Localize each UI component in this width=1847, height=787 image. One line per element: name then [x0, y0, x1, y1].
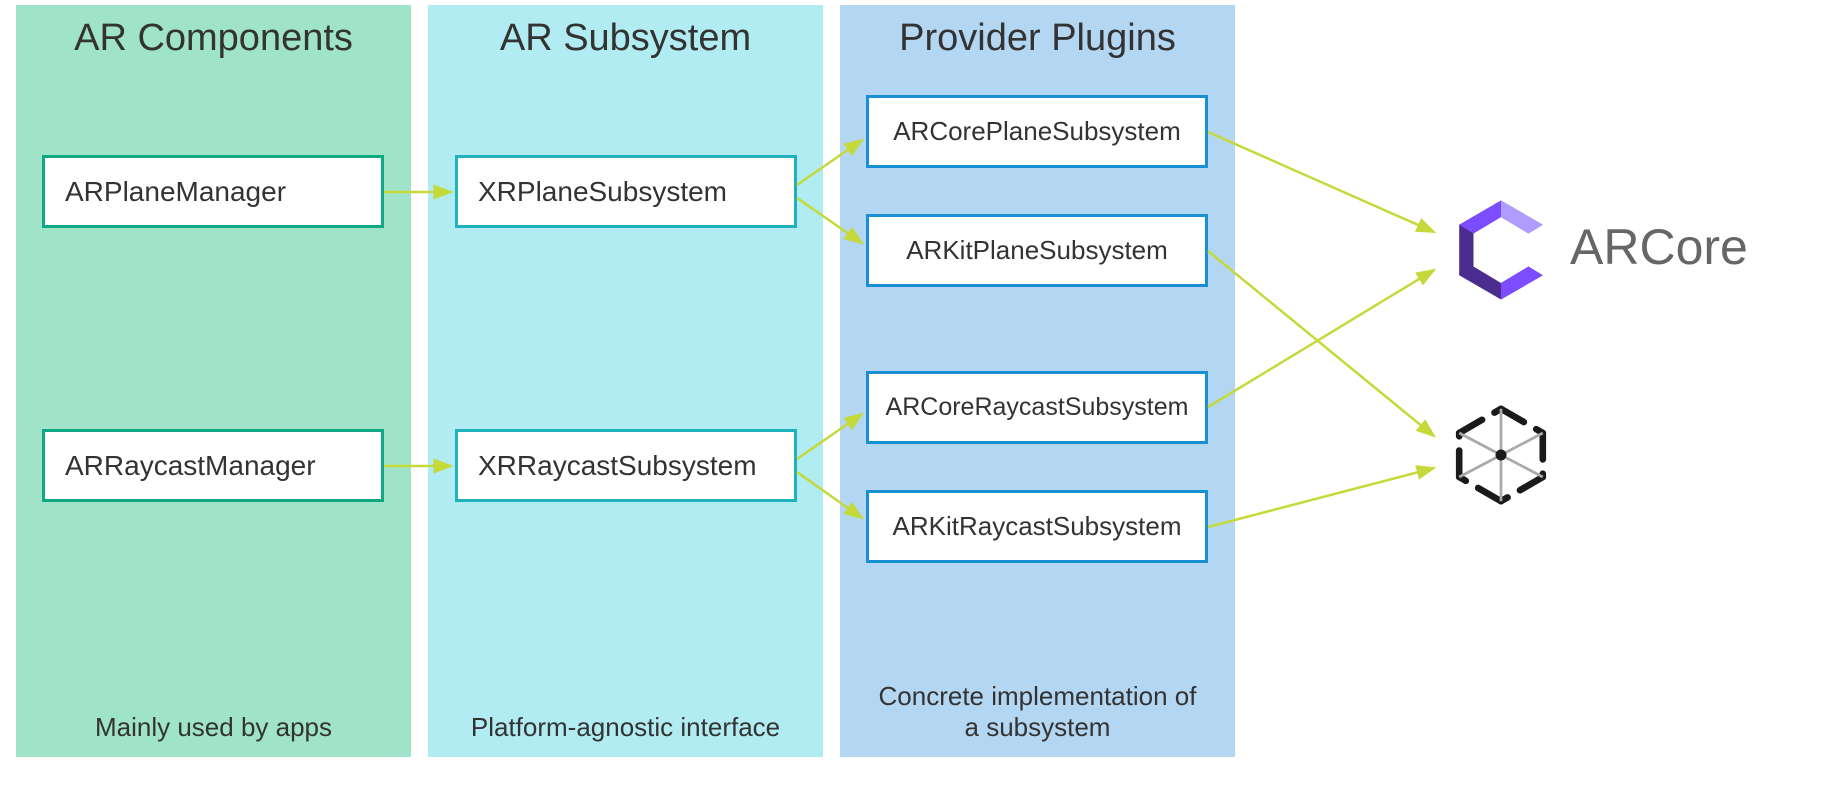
- column-title-components: AR Components: [74, 17, 353, 60]
- column-title-providers: Provider Plugins: [899, 17, 1176, 60]
- arkit-icon: [1446, 400, 1556, 510]
- arcore-icon: [1446, 195, 1556, 305]
- edge: [1208, 251, 1434, 436]
- column-caption-providers: Concrete implementation of a subsystem: [840, 681, 1235, 743]
- node-label: XRRaycastSubsystem: [478, 450, 757, 482]
- node-arcoreraycast: ARCoreRaycastSubsystem: [866, 371, 1208, 444]
- node-label: ARCoreRaycastSubsystem: [886, 393, 1189, 422]
- node-xrraycastsubsystem: XRRaycastSubsystem: [455, 429, 797, 502]
- node-label: ARKitPlaneSubsystem: [906, 235, 1168, 266]
- column-subsystem: AR Subsystem Platform-agnostic interface: [428, 5, 823, 757]
- node-label: XRPlaneSubsystem: [478, 176, 727, 208]
- node-label: ARKitRaycastSubsystem: [893, 511, 1182, 542]
- node-arkitraycast: ARKitRaycastSubsystem: [866, 490, 1208, 563]
- column-title-subsystem: AR Subsystem: [500, 17, 751, 60]
- column-components: AR Components Mainly used by apps: [16, 5, 411, 757]
- column-caption-components: Mainly used by apps: [16, 712, 411, 743]
- node-arraycastmanager: ARRaycastManager: [42, 429, 384, 502]
- node-xrplanesubsystem: XRPlaneSubsystem: [455, 155, 797, 228]
- edge: [1208, 270, 1434, 407]
- edge: [1208, 132, 1434, 232]
- node-label: ARCorePlaneSubsystem: [893, 116, 1181, 147]
- node-arplanemanager: ARPlaneManager: [42, 155, 384, 228]
- arcore-label: ARCore: [1570, 218, 1748, 276]
- edge: [1208, 468, 1434, 527]
- node-arkitplane: ARKitPlaneSubsystem: [866, 214, 1208, 287]
- node-label: ARPlaneManager: [65, 176, 286, 208]
- node-label: ARRaycastManager: [65, 450, 316, 482]
- node-arcoreplane: ARCorePlaneSubsystem: [866, 95, 1208, 168]
- column-caption-subsystem: Platform-agnostic interface: [428, 712, 823, 743]
